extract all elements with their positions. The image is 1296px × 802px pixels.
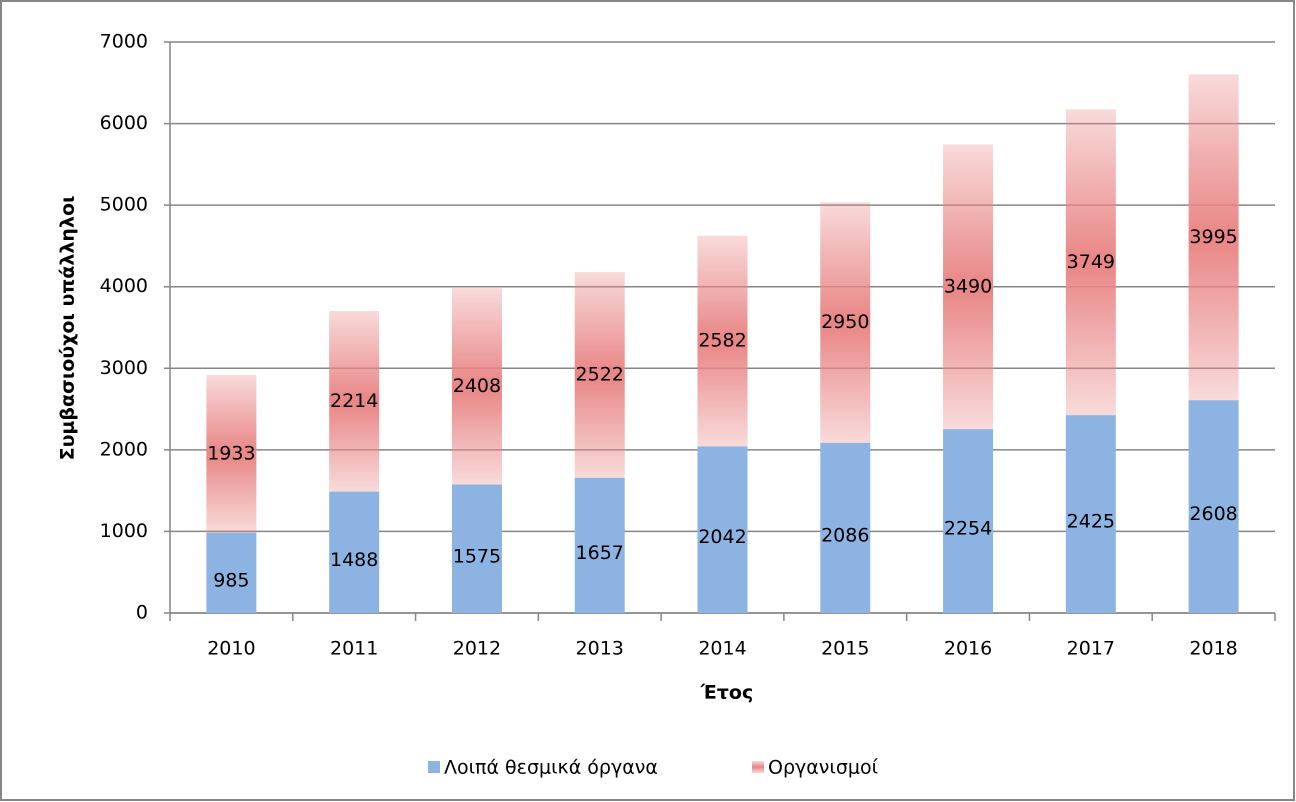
bar-segment [1188,400,1239,613]
data-label: 2950 [821,311,869,333]
y-tick-label: 4000 [100,275,148,297]
legend-label: Οργανισμοί [768,757,879,779]
bar-segment [451,484,502,613]
bar-segment [697,446,748,613]
x-tick-label: 2018 [1189,638,1237,660]
data-label: 2608 [1189,503,1237,525]
y-tick-label: 1000 [100,520,148,542]
data-label: 2214 [330,390,378,412]
data-label: 2425 [1067,511,1115,533]
data-label: 2408 [453,375,501,397]
x-tick-label: 2011 [330,638,378,660]
y-tick-label: 6000 [100,112,148,134]
data-label: 2086 [821,524,869,546]
y-axis-title: Συμβασιούχοι υπάλληλοι [57,196,79,461]
x-axis-title: Έτος [700,682,754,704]
y-tick-label: 3000 [100,357,148,379]
y-tick-label: 0 [136,602,148,624]
bar-segment [329,311,380,492]
data-label: 2254 [944,518,992,540]
x-tick-label: 2010 [207,638,255,660]
data-label: 3490 [944,275,992,297]
y-tick-label: 5000 [100,194,148,216]
bar-segment [697,235,748,447]
bar-segment [451,288,502,485]
x-tick-label: 2016 [944,638,992,660]
x-tick-label: 2012 [453,638,501,660]
bar-segment [1065,415,1116,613]
data-label: 1488 [330,549,378,571]
bar-segment [206,374,257,533]
bar-segment [1065,109,1116,416]
legend-marker [428,761,440,773]
bar-segment [1188,74,1239,401]
bar-segment [574,272,625,478]
data-label: 2582 [698,330,746,352]
legend-label: Λοιπά θεσμικά όργανα [444,757,658,779]
bar-segment [943,144,994,430]
x-tick-label: 2013 [576,638,624,660]
data-label: 1575 [453,545,501,567]
bar-segment [820,202,871,443]
y-tick-label: 7000 [100,31,148,53]
x-tick-label: 2017 [1067,638,1115,660]
data-label: 2522 [576,363,624,385]
x-tick-label: 2015 [821,638,869,660]
bar-segment [820,442,871,613]
x-tick-label: 2014 [698,638,746,660]
bar-segment [329,491,380,613]
data-label: 2042 [698,526,746,548]
bar-segment [574,477,625,613]
legend-marker [752,761,764,773]
bar-segment [206,532,257,613]
data-label: 3995 [1189,226,1237,248]
data-label: 3749 [1067,251,1115,273]
bar-segment [943,429,994,613]
y-tick-label: 2000 [100,438,148,460]
data-label: 1657 [576,542,624,564]
data-label: 985 [213,569,249,591]
data-label: 1933 [207,442,255,464]
